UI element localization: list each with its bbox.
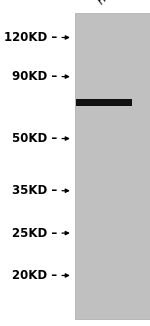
Bar [76, 99, 132, 106]
Bar [75, 13, 150, 319]
Text: 120KD –: 120KD – [4, 31, 57, 44]
Text: 20KD –: 20KD – [12, 269, 57, 282]
Text: Heart: Heart [96, 0, 123, 7]
Text: 25KD –: 25KD – [12, 227, 57, 240]
Text: 50KD –: 50KD – [12, 132, 57, 145]
Text: 90KD –: 90KD – [12, 70, 57, 83]
Text: 35KD –: 35KD – [12, 184, 57, 197]
